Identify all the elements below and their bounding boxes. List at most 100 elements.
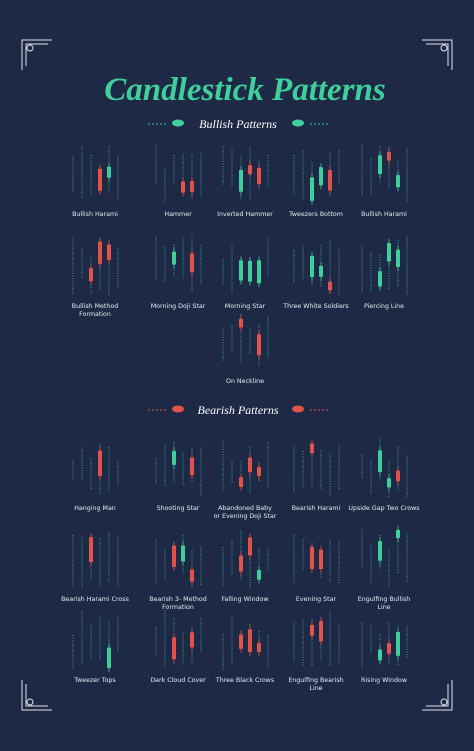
candle: [172, 637, 176, 660]
pattern-label: or Evening Doji Star: [214, 513, 277, 520]
candle: [107, 166, 111, 178]
candle: [378, 155, 382, 174]
pattern: Falling Window: [222, 530, 269, 603]
candle: [239, 318, 243, 328]
candle: [190, 632, 194, 648]
pattern-label: Engulfing Bullish: [358, 596, 411, 603]
pattern: Bullish Harami: [361, 144, 408, 218]
candle: [257, 168, 261, 184]
candle: [181, 181, 185, 193]
pattern: On Neckline: [222, 313, 269, 385]
candle: [378, 450, 382, 472]
pattern-label: Falling Window: [222, 596, 269, 603]
pattern-label: Dark Cloud Cover: [150, 677, 206, 684]
candle: [396, 470, 400, 482]
title: Candlestick Patterns: [104, 72, 385, 108]
pattern: Inverted Hammer: [217, 145, 273, 218]
candle: [190, 253, 194, 273]
candle: [239, 477, 243, 487]
pattern: Rising Window: [361, 622, 408, 684]
pattern-label: Abandoned Baby: [218, 505, 272, 512]
candle: [387, 243, 391, 262]
candle: [310, 256, 314, 278]
candle: [239, 170, 243, 192]
candle: [257, 467, 261, 477]
candle: [190, 457, 194, 476]
pattern-label: Three Black Crows: [215, 677, 274, 684]
candle: [98, 168, 102, 191]
pattern: Piercing Line: [361, 236, 408, 310]
pattern-label: Bullish Method: [72, 303, 118, 310]
section-heading: Bullish Patterns: [199, 117, 277, 131]
pattern-label: Line: [377, 604, 390, 611]
candle: [248, 165, 252, 175]
pattern-label: Tweezers Bottom: [288, 211, 343, 218]
candle: [248, 629, 252, 652]
candle: [172, 450, 176, 465]
pattern: Hammer: [155, 145, 202, 218]
pattern-label: Morning Doji Star: [151, 303, 206, 310]
pattern: Three White Soldiers: [282, 240, 349, 310]
candle: [378, 649, 382, 661]
pattern: Upside Gap Two Crows: [348, 438, 420, 512]
candle: [257, 334, 261, 356]
candle: [378, 271, 382, 287]
candle: [98, 450, 102, 476]
candle: [396, 175, 400, 188]
pattern: Hanging Man: [72, 443, 119, 512]
corner-ornaments: [21, 39, 453, 711]
candle: [310, 177, 314, 201]
pattern-label: Engulfing Bearish: [288, 677, 343, 684]
candle: [239, 555, 243, 572]
pattern-label: Bullish Harami: [72, 211, 118, 218]
candle: [319, 549, 323, 570]
candle: [239, 634, 243, 649]
pattern-label: Bearish Harami Cross: [61, 596, 129, 603]
candle: [310, 443, 314, 454]
candle: [248, 537, 252, 556]
candle: [89, 537, 93, 563]
candle: [319, 265, 323, 277]
candle: [328, 281, 332, 291]
pattern-label: Hanging Man: [74, 505, 116, 512]
pattern: Tweezers Bottom: [288, 150, 343, 218]
candle: [107, 244, 111, 260]
candle: [181, 545, 185, 562]
candle: [387, 152, 391, 161]
candle: [257, 570, 261, 580]
candle: [248, 457, 252, 473]
candle: [190, 180, 194, 192]
candle: [239, 260, 243, 281]
candle: [396, 529, 400, 539]
pattern-label: Morning Star: [225, 303, 266, 310]
candle: [310, 546, 314, 570]
pattern: Morning Doji Star: [151, 236, 206, 310]
pattern-label: Formation: [162, 604, 194, 611]
pattern: Bearish Harami: [292, 439, 341, 512]
pattern-label: Piercing Line: [364, 303, 404, 310]
candle: [172, 251, 176, 265]
pattern-label: On Neckline: [226, 378, 264, 385]
pattern: Dark Cloud Cover: [150, 610, 206, 684]
pattern-label: Evening Star: [296, 596, 337, 603]
pattern-label: Upside Gap Two Crows: [348, 505, 419, 512]
pattern-label: Three White Soldiers: [282, 303, 348, 310]
section-heading: Bearish Patterns: [198, 403, 279, 417]
pattern: Morning Star: [222, 237, 269, 310]
pattern: Evening Star: [293, 534, 340, 603]
pattern-label: Shooting Star: [157, 505, 200, 512]
pattern-label: Formation: [79, 311, 111, 318]
candle: [319, 167, 323, 186]
candle: [107, 647, 111, 669]
pattern-label: Bearish 3- Method: [149, 596, 207, 603]
candle: [319, 620, 323, 642]
candle: [396, 632, 400, 656]
candle: [310, 624, 314, 636]
candle: [387, 643, 391, 654]
